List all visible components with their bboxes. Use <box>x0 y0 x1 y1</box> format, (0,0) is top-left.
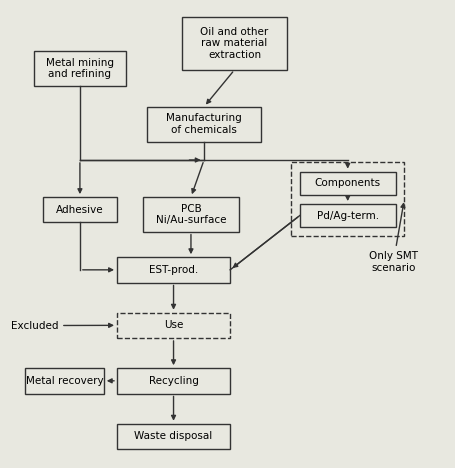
Bar <box>25 368 104 394</box>
Bar <box>34 51 126 86</box>
Text: Pd/Ag-term.: Pd/Ag-term. <box>317 211 379 220</box>
Text: Use: Use <box>164 320 183 330</box>
Text: Manufacturing
of chemicals: Manufacturing of chemicals <box>166 113 242 135</box>
Text: Components: Components <box>315 178 381 188</box>
Text: Only SMT
scenario: Only SMT scenario <box>369 204 418 272</box>
Text: Oil and other
raw material
extraction: Oil and other raw material extraction <box>200 27 268 60</box>
Text: Waste disposal: Waste disposal <box>134 431 212 441</box>
Text: Metal recovery: Metal recovery <box>26 376 103 386</box>
Bar <box>147 107 261 141</box>
Text: Recycling: Recycling <box>149 376 198 386</box>
Bar <box>117 313 230 338</box>
Bar <box>143 197 239 232</box>
Text: Excluded: Excluded <box>10 321 112 330</box>
Bar <box>291 162 404 236</box>
Text: EST-prod.: EST-prod. <box>149 265 198 275</box>
Bar <box>43 197 117 222</box>
Bar <box>300 172 395 195</box>
Text: Metal mining
and refining: Metal mining and refining <box>46 58 114 80</box>
Bar <box>117 257 230 283</box>
Bar <box>117 424 230 449</box>
Text: Adhesive: Adhesive <box>56 205 104 215</box>
Bar <box>117 368 230 394</box>
Bar <box>300 204 395 227</box>
Text: PCB
Ni/Au-surface: PCB Ni/Au-surface <box>156 204 226 225</box>
Bar <box>182 17 287 70</box>
